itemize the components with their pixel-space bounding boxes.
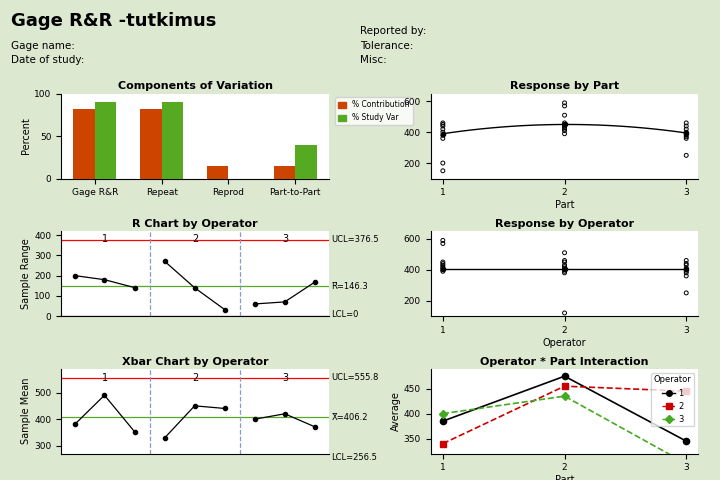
Title: Response by Operator: Response by Operator	[495, 219, 634, 229]
Point	[437, 237, 449, 244]
Point	[559, 122, 570, 130]
Bar	[274, 166, 295, 179]
X-axis label: Part: Part	[555, 200, 575, 210]
Bar	[207, 166, 228, 179]
Text: 1: 1	[102, 234, 108, 244]
Point	[437, 267, 449, 275]
Title: Operator * Part Interaction: Operator * Part Interaction	[480, 357, 649, 367]
Point	[680, 132, 692, 139]
Point	[680, 122, 692, 130]
Point	[437, 260, 449, 267]
Point	[437, 125, 449, 133]
Text: 3: 3	[282, 234, 288, 244]
Point	[559, 130, 570, 138]
Point	[680, 267, 692, 275]
Point	[437, 258, 449, 266]
Point	[559, 264, 570, 272]
Point	[437, 128, 449, 136]
Title: R Chart by Operator: R Chart by Operator	[132, 219, 258, 229]
Point	[680, 125, 692, 133]
Point	[680, 133, 692, 141]
X-axis label: Part: Part	[555, 475, 575, 480]
Text: UCL=555.8: UCL=555.8	[332, 373, 379, 382]
Point	[437, 266, 449, 274]
Title: Components of Variation: Components of Variation	[117, 82, 273, 91]
Point	[437, 159, 449, 167]
Bar	[73, 109, 95, 179]
Point	[680, 152, 692, 159]
Point	[680, 269, 692, 276]
X-axis label: Operator: Operator	[543, 337, 586, 348]
Text: 3: 3	[282, 372, 288, 383]
Text: Misc:: Misc:	[360, 55, 387, 65]
Point	[680, 260, 692, 267]
Legend: 1, 2, 3: 1, 2, 3	[652, 373, 694, 426]
Point	[437, 167, 449, 175]
Text: LCL=0: LCL=0	[332, 310, 359, 319]
Point	[680, 261, 692, 269]
Point	[559, 120, 570, 128]
Text: LCL=256.5: LCL=256.5	[332, 453, 377, 462]
Point	[680, 257, 692, 264]
Point	[437, 134, 449, 142]
Point	[559, 249, 570, 257]
Text: Reported by:: Reported by:	[360, 26, 426, 36]
Point	[559, 263, 570, 271]
Title: Response by Part: Response by Part	[510, 82, 619, 91]
Point	[437, 240, 449, 247]
Y-axis label: Average: Average	[391, 391, 401, 431]
Point	[437, 122, 449, 130]
Bar	[95, 102, 116, 179]
Point	[680, 264, 692, 272]
Point	[437, 264, 449, 272]
Y-axis label: Percent: Percent	[22, 118, 32, 155]
Point	[559, 257, 570, 264]
Legend: % Contribution, % Study Var: % Contribution, % Study Var	[336, 97, 413, 125]
Text: Date of study:: Date of study:	[11, 55, 84, 65]
Point	[559, 99, 570, 107]
Y-axis label: Sample Mean: Sample Mean	[22, 378, 32, 444]
Point	[437, 132, 449, 139]
Point	[559, 258, 570, 266]
Point	[559, 266, 570, 274]
Point	[559, 119, 570, 127]
Text: 2: 2	[192, 372, 198, 383]
Point	[680, 266, 692, 274]
Point	[559, 124, 570, 132]
Point	[680, 134, 692, 142]
Text: Tolerance:: Tolerance:	[360, 41, 413, 51]
Bar	[140, 109, 161, 179]
Text: 2: 2	[192, 234, 198, 244]
Point	[559, 111, 570, 119]
Point	[680, 128, 692, 136]
Text: Gage name:: Gage name:	[11, 41, 75, 51]
Point	[559, 125, 570, 133]
Point	[559, 269, 570, 276]
Point	[437, 120, 449, 128]
Point	[559, 127, 570, 134]
Title: Xbar Chart by Operator: Xbar Chart by Operator	[122, 357, 269, 367]
Point	[680, 289, 692, 297]
Point	[680, 119, 692, 127]
Point	[437, 263, 449, 271]
Point	[680, 272, 692, 280]
Text: Gage R&R -tutkimus: Gage R&R -tutkimus	[11, 12, 216, 30]
Point	[437, 119, 449, 127]
Bar	[295, 144, 317, 179]
Point	[680, 130, 692, 138]
Text: UCL=376.5: UCL=376.5	[332, 236, 379, 244]
Y-axis label: Sample Range: Sample Range	[22, 238, 32, 309]
Point	[437, 261, 449, 269]
Bar	[161, 102, 183, 179]
Point	[559, 267, 570, 275]
Point	[559, 102, 570, 110]
Text: X̅=406.2: X̅=406.2	[332, 413, 368, 422]
Text: R̅=146.3: R̅=146.3	[332, 282, 369, 291]
Text: 1: 1	[102, 372, 108, 383]
Point	[559, 309, 570, 317]
Point	[559, 261, 570, 269]
